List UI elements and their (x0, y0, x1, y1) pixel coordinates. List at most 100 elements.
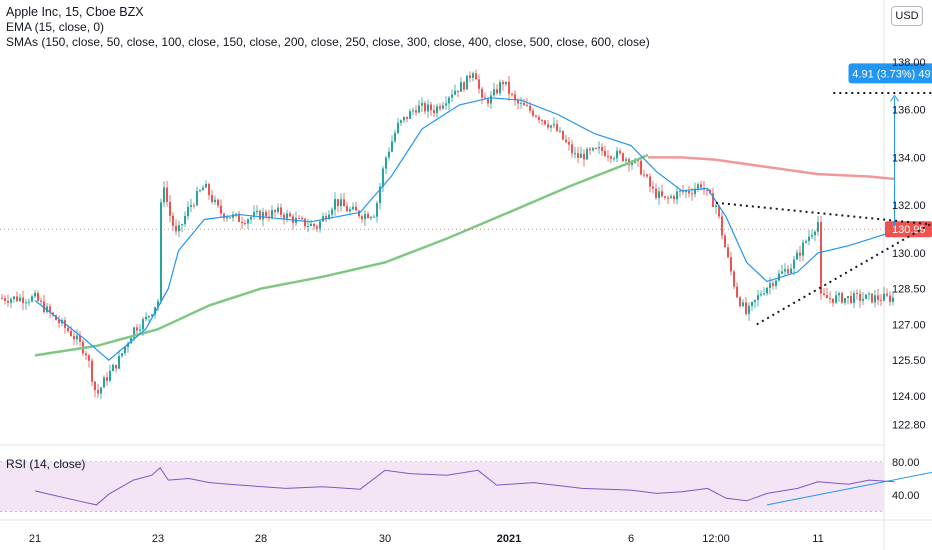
candle-body (475, 73, 477, 80)
candle-body (826, 294, 828, 299)
trend-line[interactable] (756, 223, 931, 326)
candle-body (316, 226, 318, 229)
rsi-legend[interactable]: RSI (14, close) (6, 457, 86, 471)
candle-body (106, 377, 108, 381)
candle-body (679, 190, 681, 192)
candle-body (76, 335, 78, 340)
candle-body (391, 141, 393, 152)
candle-body (427, 104, 429, 112)
candle-body (178, 225, 180, 232)
candle-body (79, 335, 81, 342)
candle-body (568, 142, 570, 145)
price-tick-label: 122.80 (892, 420, 926, 432)
candle-body (547, 124, 549, 128)
candle-body (682, 190, 684, 193)
candle-body (217, 199, 219, 206)
candle-body (685, 190, 687, 193)
candle-body (655, 188, 657, 198)
candle-body (196, 191, 198, 206)
candle-body (121, 353, 123, 356)
candle-body (718, 205, 720, 217)
candle-body (334, 199, 336, 210)
candle-body (832, 298, 834, 303)
candle-body (619, 150, 621, 154)
candle-body (361, 216, 363, 220)
candle-body (49, 306, 51, 313)
rsi-tick-label: 80.00 (892, 457, 920, 469)
price-tick-label: 138.00 (892, 57, 926, 69)
candle-body (835, 295, 837, 303)
candle-body (538, 116, 540, 120)
candle-body (163, 187, 165, 203)
candle-body (415, 110, 417, 113)
candle-body (310, 223, 312, 227)
candle-body (562, 130, 564, 140)
candle-body (871, 293, 873, 303)
time-tick-label: 11 (812, 533, 823, 545)
candle-body (745, 302, 747, 314)
candle-body (115, 364, 117, 369)
time-tick-label: 21 (29, 533, 41, 545)
candle-body (280, 207, 282, 215)
candle-body (10, 299, 12, 303)
price-tick-label: 128.50 (892, 284, 926, 296)
drawings[interactable]: 130.99 4.91 (3.73%) 491 (0, 63, 932, 506)
candle-body (142, 319, 144, 330)
candle-body (472, 73, 474, 78)
price-tick-label: 124.00 (892, 391, 926, 403)
candle-body (496, 89, 498, 94)
candle-body (430, 104, 432, 111)
candle-body (214, 199, 216, 202)
candle-body (127, 343, 129, 347)
candle-body (610, 156, 612, 159)
candle-body (55, 315, 57, 321)
time-tick-label: 30 (379, 533, 391, 545)
candle-body (409, 111, 411, 119)
candle-body (775, 280, 777, 286)
smas-legend[interactable]: SMAs (150, close, 50, close, 100, close,… (6, 35, 650, 49)
candle-body (772, 283, 774, 286)
candle-body (805, 240, 807, 243)
candle-body (247, 219, 249, 224)
sma-green-line (34, 153, 649, 357)
price-tick-label: 127.00 (892, 319, 926, 331)
candle-body (784, 269, 786, 272)
candle-body (676, 191, 678, 200)
candle-body (646, 174, 648, 177)
candle-body (433, 110, 435, 114)
candle-body (667, 197, 669, 199)
price-tick-label: 136.00 (892, 105, 926, 117)
candle-body (43, 301, 45, 313)
price-tick-label: 134.00 (892, 152, 926, 164)
candle-body (436, 106, 438, 114)
candle-body (346, 206, 348, 212)
currency-button[interactable]: USD (891, 6, 923, 26)
candle-body (439, 106, 441, 109)
candle-body (556, 124, 558, 132)
time-tick-label: 6 (628, 533, 634, 545)
candle-body (331, 209, 333, 215)
candle-body (319, 221, 321, 229)
candle-body (151, 314, 153, 317)
candle-body (499, 82, 501, 94)
candle-body (265, 212, 267, 217)
symbol-title[interactable]: Apple Inc, 15, Cboe BZX (6, 5, 144, 19)
candle-body (160, 202, 162, 302)
candle-body (763, 293, 765, 295)
rsi-trend-line[interactable] (766, 464, 932, 506)
last-price-tag[interactable] (885, 221, 932, 238)
ema-legend[interactable]: EMA (15, close, 0) (6, 20, 105, 34)
candle-body (733, 271, 735, 287)
candle-body (112, 364, 114, 372)
measure-label: 4.91 (3.73%) 491 (852, 68, 932, 80)
candle-body (100, 387, 102, 394)
candle-body (841, 293, 843, 303)
candle-body (91, 360, 93, 382)
measure-box[interactable] (848, 63, 932, 84)
sma-red-line (648, 156, 895, 181)
candle-body (256, 210, 258, 213)
candle-body (853, 293, 855, 304)
candle-body (526, 105, 528, 107)
candle-body (103, 377, 105, 388)
